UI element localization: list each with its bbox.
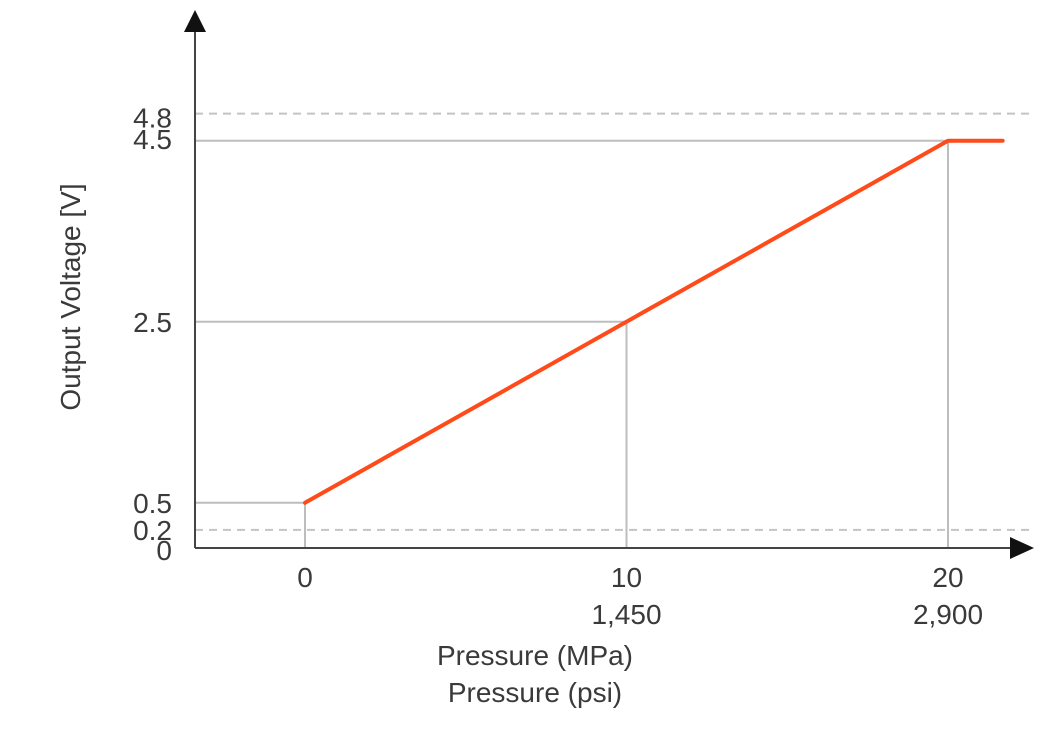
x-axis-arrow-icon (1010, 537, 1034, 559)
x-tick-label-psi: 1,450 (591, 599, 661, 630)
y-tick-label: 0.2 (133, 515, 172, 546)
x-tick-labels: 0 10 1,450 20 2,900 (297, 562, 983, 630)
x-axis-title-psi: Pressure (psi) (448, 677, 622, 708)
x-tick-label-mpa: 0 (297, 562, 313, 593)
axes (184, 10, 1034, 559)
y-tick-label: 4.8 (133, 103, 172, 134)
x-tick-label-mpa: 10 (611, 562, 642, 593)
x-tick-label-psi: 2,900 (913, 599, 983, 630)
reference-lines (195, 139, 1003, 548)
series-line (303, 138, 1005, 505)
x-tick-label-mpa: 20 (932, 562, 963, 593)
series-layer (303, 138, 1005, 505)
y-tick-label: 2.5 (133, 307, 172, 338)
y-tick-label: 4.5 (133, 124, 172, 155)
y-tick-label: 0.5 (133, 488, 172, 519)
x-axis-title-mpa: Pressure (MPa) (437, 640, 633, 671)
y-tick-labels: 00.20.5 2.5 4.54.8 (133, 103, 172, 566)
y-tick-label: 0 (156, 535, 172, 566)
y-axis-title: Output Voltage [V] (55, 183, 86, 410)
y-axis-arrow-icon (184, 10, 206, 32)
